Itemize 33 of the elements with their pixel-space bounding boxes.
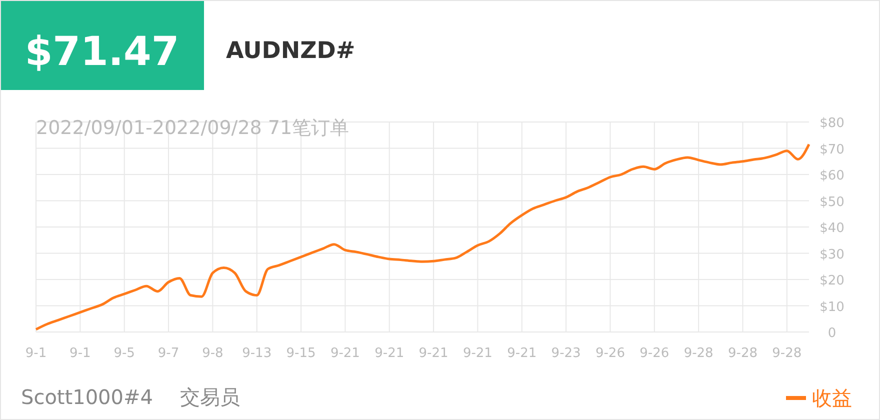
text: 交易员 [180,385,240,409]
x-tick-label: 9-15 [286,346,316,361]
x-tick-label: 9-1 [70,346,91,361]
x-tick-label: 9-28 [684,346,714,361]
x-tick-label: 9-21 [507,346,537,361]
x-tick-label: 9-8 [202,346,224,361]
y-tick-label: $10 [820,300,844,315]
y-tick-label: $30 [820,247,844,262]
x-tick-label: 9-23 [551,346,581,361]
x-tick-label: 9-21 [462,346,492,361]
y-tick-label: $70 [820,142,844,158]
x-tick-label: 9-1 [25,346,47,361]
x-tick-label: 9-21 [418,346,448,361]
y-tick-label: $60 [820,168,844,184]
y-tick-label: $40 [820,221,844,236]
x-tick-label: 9-28 [728,346,758,361]
text: Scott1000#4 [21,385,153,409]
x-tick-label: 9-21 [374,346,404,361]
y-tick-label: $80 [820,116,844,131]
chart-title: AUDNZD# [226,38,356,64]
x-tick-label: 9-7 [158,346,180,361]
text: $71.47 [24,29,180,75]
y-tick-label: $20 [820,274,844,288]
y-tick-label: 0 [828,326,836,341]
x-tick-label: 9-13 [242,346,272,361]
x-tick-label: 9-21 [330,346,360,361]
x-tick-label: 9-26 [595,346,625,361]
legend-label: 收益 [812,386,852,410]
y-tick-label: $50 [820,194,844,210]
chart-subtitle: 2022/09/01-2022/09/28 71笔订单 [36,117,350,139]
x-tick-label: 9-28 [772,346,802,361]
x-tick-label: 9-5 [114,346,135,361]
x-tick-label: 9-26 [640,346,670,361]
